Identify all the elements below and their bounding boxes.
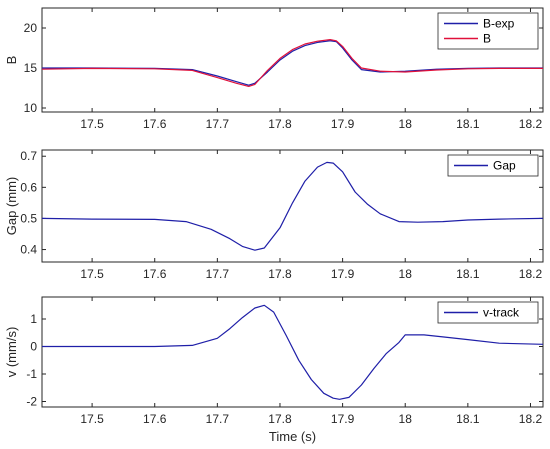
x-tick-label: 17.9 xyxy=(331,412,355,426)
y-axis-label: B xyxy=(4,56,19,65)
legend xyxy=(437,301,539,324)
series-line-v-track xyxy=(42,304,543,400)
x-tick-label: 17.6 xyxy=(143,117,167,131)
x-tick-label: 18.1 xyxy=(456,267,480,281)
y-tick-label: 15 xyxy=(24,61,38,75)
x-tick-label: 18.1 xyxy=(456,412,480,426)
x-tick-label: 18 xyxy=(399,117,413,131)
x-tick-label: 18 xyxy=(399,412,413,426)
x-tick-label: 18 xyxy=(399,267,413,281)
legend-label: v-track xyxy=(483,306,520,320)
x-tick-label: 17.8 xyxy=(268,117,292,131)
x-tick-label: 18.2 xyxy=(519,117,543,131)
y-tick-label: -1 xyxy=(26,367,37,381)
series-line-b xyxy=(42,39,543,87)
x-axis-label: Time (s) xyxy=(269,429,316,444)
legend-label: B xyxy=(483,32,491,46)
series-line-b-exp xyxy=(42,40,543,86)
y-tick-label: 0.4 xyxy=(20,243,37,257)
y-axis-label: v (mm/s) xyxy=(4,327,19,378)
x-tick-label: 17.7 xyxy=(206,117,230,131)
legend-label: B-exp xyxy=(483,17,515,31)
legend-label: Gap xyxy=(493,159,516,173)
series-line-gap xyxy=(42,161,543,251)
y-tick-label: 0 xyxy=(30,340,37,354)
x-tick-label: 17.5 xyxy=(80,117,104,131)
y-axis-label: Gap (mm) xyxy=(4,177,19,236)
x-tick-label: 17.9 xyxy=(331,267,355,281)
x-tick-label: 17.9 xyxy=(331,117,355,131)
x-tick-label: 17.7 xyxy=(206,412,230,426)
panel-velocity: 17.5 17.6 17.7 17.8 17.9 18 18.1 18.2 -2 -1 0 1 v (m… xyxy=(4,296,544,444)
x-tick-label: 17.5 xyxy=(80,267,104,281)
x-tick-label: 18.2 xyxy=(519,267,543,281)
panel-gap: 17.5 17.6 17.7 17.8 17.9 18 18.1 18.2 0.4 0.5 0.6 0… xyxy=(4,149,544,281)
y-tick-label: 0.7 xyxy=(20,149,37,163)
legend xyxy=(447,154,539,177)
legend xyxy=(437,12,539,50)
x-tick-label: 17.8 xyxy=(268,412,292,426)
x-tick-label: 18.2 xyxy=(519,412,543,426)
x-tick-label: 17.6 xyxy=(143,267,167,281)
y-tick-label: 20 xyxy=(24,21,38,35)
y-tick-label: -2 xyxy=(26,395,37,409)
x-tick-label: 18.1 xyxy=(456,117,480,131)
y-tick-label: 0.6 xyxy=(20,180,37,194)
x-tick-label: 17.5 xyxy=(80,412,104,426)
x-tick-label: 17.6 xyxy=(143,412,167,426)
x-tick-label: 17.8 xyxy=(268,267,292,281)
y-tick-label: 0.5 xyxy=(20,211,37,225)
y-tick-label: 1 xyxy=(30,312,37,326)
x-tick-label: 17.7 xyxy=(206,267,230,281)
panel-b: 17.5 17.6 17.7 17.8 17.9 18 18.1 18.2101520BB-e… xyxy=(4,7,544,131)
y-tick-label: 10 xyxy=(24,101,38,115)
